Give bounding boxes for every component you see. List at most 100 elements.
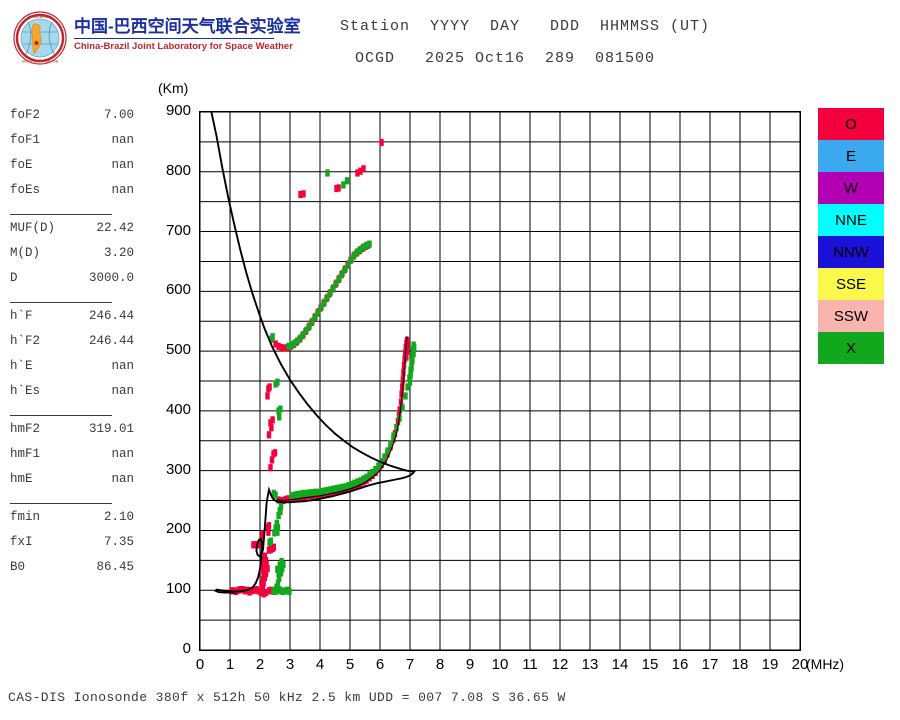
echo-point (266, 431, 272, 439)
plot-gridlines (200, 112, 800, 650)
echo-point (281, 560, 286, 569)
x-tick-label: 7 (405, 656, 415, 673)
echo-point (334, 279, 339, 287)
legend-item-ssw[interactable]: SSW (818, 300, 884, 332)
param-value: nan (111, 447, 134, 461)
echo-point (251, 586, 257, 594)
svg-text:CHINA-BRAZIL: CHINA-BRAZIL (28, 15, 52, 19)
x-tick-label: 1 (225, 656, 235, 673)
legend-item-nne[interactable]: NNE (818, 204, 884, 236)
param-row: MUF(D) 22.42 (8, 221, 134, 246)
legend-item-o[interactable]: O (818, 108, 884, 140)
echo-point (343, 265, 348, 273)
x-tick-label: 3 (285, 656, 295, 673)
legend-item-label: SSW (833, 307, 869, 325)
echo-point (276, 569, 281, 578)
echo-point (278, 405, 283, 413)
x-tick-label: 15 (641, 656, 659, 673)
legend-item-e[interactable]: E (818, 140, 884, 172)
echo-point (268, 537, 273, 545)
legend-item-label: NNW (833, 243, 869, 261)
echo-point (273, 491, 278, 499)
param-value: nan (111, 359, 134, 373)
echo-point (260, 530, 265, 538)
param-value: 3.20 (103, 246, 134, 260)
x-tick-label: 0 (195, 656, 205, 673)
echo-point (266, 522, 272, 530)
echo-point (301, 190, 306, 198)
echo-point (399, 390, 404, 398)
echo-point (262, 574, 267, 582)
echo-point (322, 298, 327, 306)
echo-point (401, 361, 407, 370)
echo-point (264, 560, 269, 569)
echo-point (260, 566, 266, 574)
echo-point (298, 490, 303, 498)
echo-point (319, 303, 324, 311)
echo-point (307, 489, 312, 497)
param-row: h`F2 246.44 (8, 334, 134, 359)
ionogram-parameters-panel: foF2 7.00 foF1 nan foE nan foEs nan MUF(D) 22.42 M… (8, 108, 134, 585)
param-row: foF2 7.00 (8, 108, 134, 133)
legend-item-x[interactable]: X (818, 332, 884, 364)
echo-point (352, 479, 357, 487)
echo-point (277, 413, 282, 421)
param-value: 246.44 (88, 309, 134, 323)
param-name: foF2 (10, 108, 41, 122)
legend-item-w[interactable]: W (818, 172, 884, 204)
echo-point (349, 255, 354, 263)
ionogram-plot-area[interactable] (199, 111, 801, 651)
echo-point (313, 312, 318, 321)
echo-point (275, 579, 281, 587)
echo-point (404, 353, 409, 361)
echo-point (275, 528, 280, 536)
echo-point (361, 475, 366, 483)
param-row: M(D) 3.20 (8, 246, 134, 271)
echo-point (319, 487, 324, 496)
echo-point (407, 378, 413, 386)
x-tick-label: 9 (465, 656, 475, 673)
echo-point (358, 167, 363, 175)
echo-point (405, 383, 410, 391)
echo-point (260, 583, 266, 591)
echo-point (361, 243, 366, 251)
param-value: 3000.0 (88, 271, 134, 285)
echo-point (364, 473, 369, 481)
polarization-legend: O E W NNE NNW SSE SSW X (818, 108, 884, 364)
param-name: M(D) (10, 246, 41, 260)
x-tick-label: 18 (731, 656, 749, 673)
echo-point (355, 478, 360, 486)
echo-point (307, 322, 312, 330)
echo-point (274, 519, 279, 527)
param-value: nan (111, 183, 134, 197)
param-name: h`F (10, 309, 33, 323)
echo-point (282, 344, 287, 352)
echo-point (310, 317, 315, 325)
param-row: hmE nan (8, 472, 134, 497)
echo-point (272, 529, 277, 537)
echo-point (355, 248, 360, 256)
legend-item-nnw[interactable]: NNW (818, 236, 884, 268)
param-name: h`E (10, 359, 33, 373)
echo-point (301, 489, 306, 497)
echo-point (272, 449, 278, 457)
param-name: fxI (10, 535, 33, 549)
param-value: nan (111, 472, 134, 486)
echo-point (289, 341, 294, 349)
legend-item-sse[interactable]: SSE (818, 268, 884, 300)
echo-point (278, 569, 284, 577)
y-tick-label: 800 (165, 161, 191, 179)
echo-point (276, 511, 281, 520)
echo-point (269, 456, 275, 464)
echo-point (292, 339, 297, 347)
param-name: MUF(D) (10, 221, 56, 235)
echo-point (286, 495, 291, 503)
legend-item-label: O (845, 115, 857, 133)
param-value: 22.42 (96, 221, 134, 235)
echo-point (361, 165, 366, 173)
echo-point (379, 138, 384, 147)
echo-point (271, 543, 276, 551)
echo-point (280, 587, 285, 596)
echo-point (352, 251, 357, 259)
param-value: 7.35 (103, 535, 134, 549)
